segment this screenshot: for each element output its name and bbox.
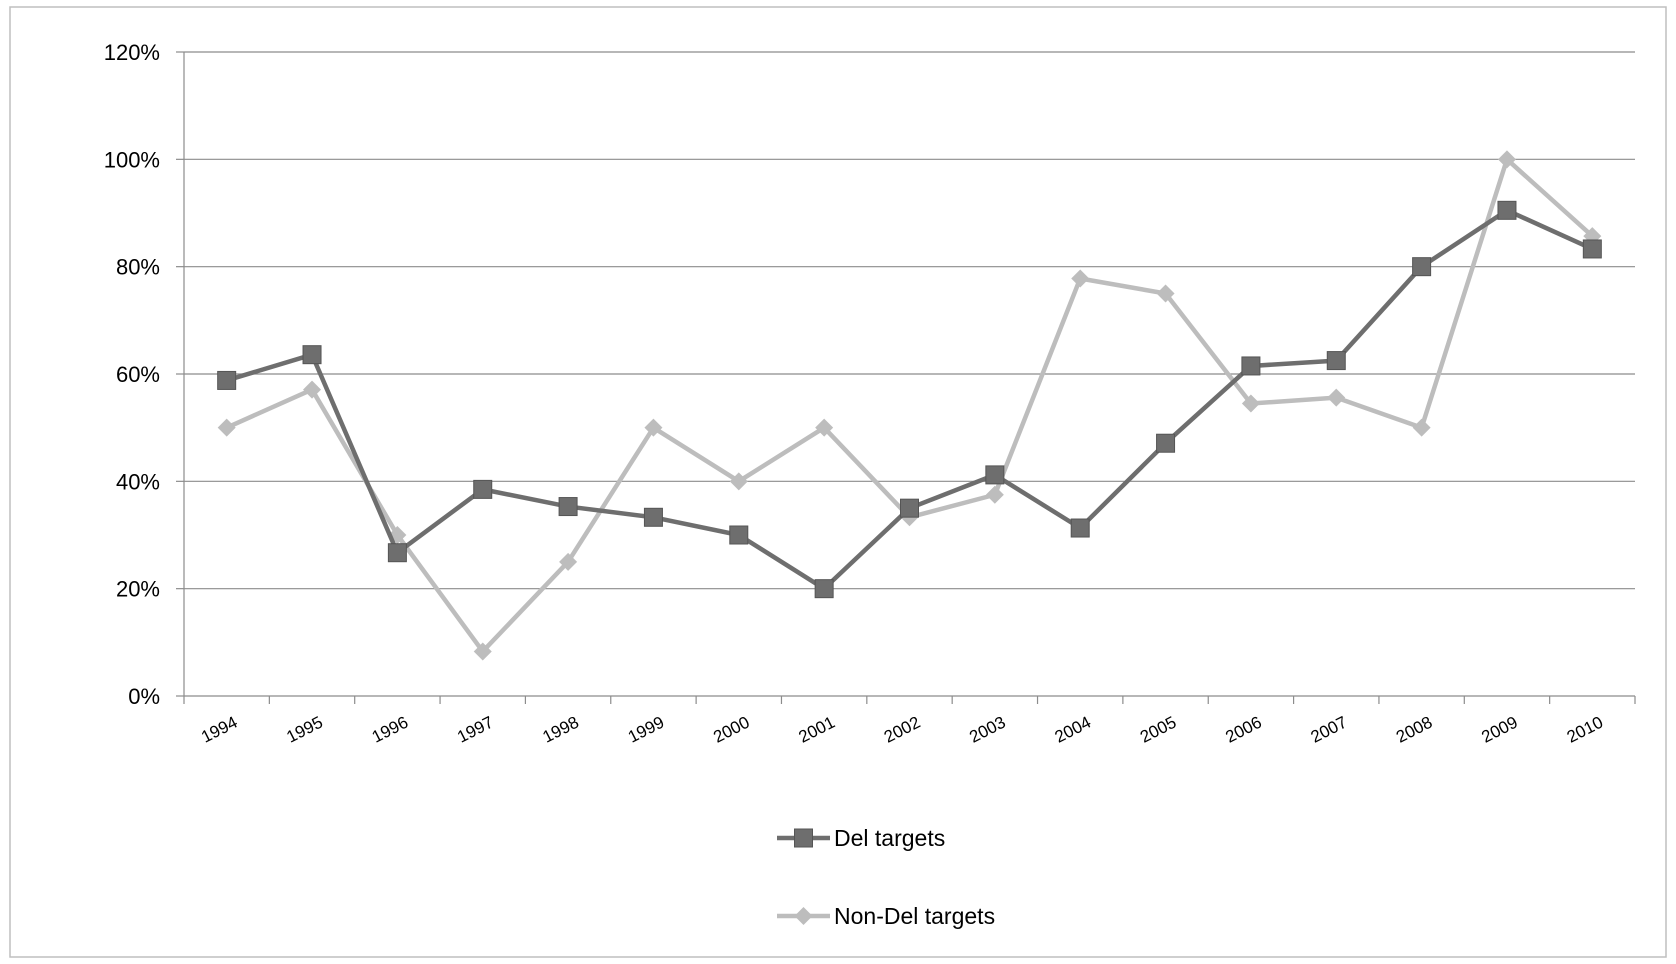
- y-tick-label: 0%: [128, 684, 160, 709]
- y-tick-label: 120%: [104, 40, 160, 65]
- data-point: [303, 380, 322, 399]
- data-point: [815, 418, 834, 437]
- data-point: [1071, 269, 1090, 288]
- data-point: [1070, 518, 1090, 538]
- y-tick-label: 100%: [104, 147, 160, 172]
- data-point: [643, 507, 663, 527]
- data-point: [985, 485, 1004, 504]
- data-point: [1241, 394, 1260, 413]
- legend: Del targets Non-Del targets: [777, 825, 995, 929]
- data-point: [302, 345, 322, 365]
- data-point: [1497, 150, 1516, 169]
- data-point: [473, 642, 492, 661]
- data-point: [1327, 388, 1346, 407]
- data-point: [1412, 257, 1432, 277]
- y-tick-label: 80%: [116, 255, 160, 280]
- series-del-targets: [217, 200, 1602, 599]
- data-point: [1412, 418, 1431, 437]
- data-point: [217, 370, 237, 390]
- legend-label: Non-Del targets: [834, 903, 995, 929]
- data-point: [729, 472, 748, 491]
- data-point: [559, 552, 578, 571]
- y-tick-label: 40%: [116, 469, 160, 494]
- y-axis-ticks: 0% 20% 40% 60% 80% 100% 120%: [104, 40, 160, 709]
- data-point: [1497, 200, 1517, 220]
- data-point: [473, 479, 493, 499]
- axes: [176, 51, 1636, 704]
- data-point: [1582, 239, 1602, 259]
- data-point: [1156, 433, 1176, 453]
- data-point: [644, 418, 663, 437]
- data-point: [1326, 351, 1346, 371]
- data-point: [985, 465, 1005, 485]
- y-tick-label: 60%: [116, 362, 160, 387]
- data-point: [217, 418, 236, 437]
- gridlines: [184, 51, 1635, 590]
- series: [217, 150, 1602, 661]
- legend-marker: [794, 828, 813, 848]
- legend-marker: [794, 907, 813, 925]
- data-point: [1156, 284, 1175, 303]
- legend-item: Del targets: [777, 825, 945, 851]
- y-tick-label: 20%: [116, 577, 160, 602]
- data-point: [387, 543, 407, 563]
- chart-border: [9, 6, 1667, 958]
- data-point: [814, 579, 834, 599]
- data-point: [900, 498, 919, 518]
- data-point: [729, 525, 749, 545]
- data-point: [558, 497, 578, 517]
- legend-item: Non-Del targets: [777, 903, 995, 929]
- data-point: [1241, 356, 1261, 376]
- legend-label: Del targets: [834, 825, 945, 851]
